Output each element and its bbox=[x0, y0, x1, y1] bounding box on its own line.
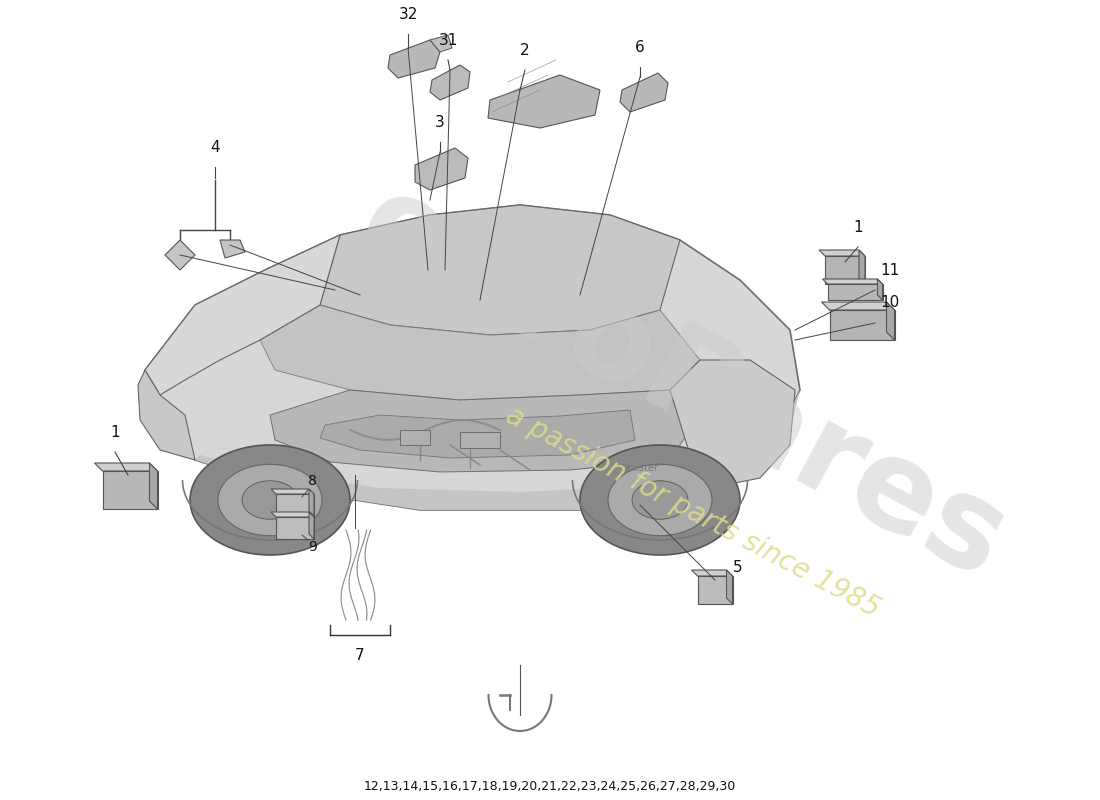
Polygon shape bbox=[430, 65, 470, 100]
Polygon shape bbox=[150, 463, 157, 509]
Text: 6: 6 bbox=[635, 40, 645, 55]
Ellipse shape bbox=[242, 481, 298, 519]
Polygon shape bbox=[195, 390, 800, 510]
Polygon shape bbox=[165, 240, 195, 270]
Polygon shape bbox=[145, 205, 800, 510]
Polygon shape bbox=[887, 302, 894, 340]
Polygon shape bbox=[823, 279, 882, 284]
Text: 12,13,14,15,16,17,18,19,20,21,22,23,24,25,26,27,28,29,30: 12,13,14,15,16,17,18,19,20,21,22,23,24,2… bbox=[364, 780, 736, 793]
Polygon shape bbox=[320, 410, 635, 458]
Polygon shape bbox=[859, 250, 865, 284]
Text: a passion for parts since 1985: a passion for parts since 1985 bbox=[502, 401, 884, 623]
Text: 8: 8 bbox=[308, 474, 317, 488]
Polygon shape bbox=[320, 205, 680, 335]
Polygon shape bbox=[827, 284, 882, 300]
Polygon shape bbox=[825, 256, 865, 284]
Polygon shape bbox=[271, 512, 314, 517]
Polygon shape bbox=[488, 75, 600, 128]
Polygon shape bbox=[271, 489, 314, 494]
Text: 9: 9 bbox=[308, 540, 317, 554]
Polygon shape bbox=[260, 305, 700, 400]
Ellipse shape bbox=[218, 464, 322, 536]
Text: euroPares: euroPares bbox=[338, 163, 1026, 605]
Polygon shape bbox=[670, 360, 795, 490]
Text: 1: 1 bbox=[854, 220, 862, 235]
Polygon shape bbox=[460, 432, 500, 448]
Polygon shape bbox=[829, 310, 894, 340]
Polygon shape bbox=[220, 240, 245, 258]
Text: 31: 31 bbox=[438, 33, 458, 48]
Text: 7: 7 bbox=[355, 648, 365, 663]
Polygon shape bbox=[400, 430, 430, 445]
Polygon shape bbox=[276, 517, 314, 539]
Polygon shape bbox=[820, 250, 865, 256]
Polygon shape bbox=[878, 279, 882, 300]
Text: 1: 1 bbox=[110, 425, 120, 440]
Polygon shape bbox=[102, 471, 157, 509]
Polygon shape bbox=[95, 463, 157, 471]
Polygon shape bbox=[138, 370, 195, 460]
Polygon shape bbox=[726, 570, 733, 604]
Ellipse shape bbox=[190, 445, 350, 555]
Polygon shape bbox=[309, 512, 313, 539]
Polygon shape bbox=[822, 302, 894, 310]
Text: 5: 5 bbox=[733, 560, 742, 575]
Polygon shape bbox=[697, 576, 733, 604]
Polygon shape bbox=[276, 494, 314, 516]
Polygon shape bbox=[145, 235, 340, 395]
Text: 3: 3 bbox=[436, 115, 444, 130]
Ellipse shape bbox=[632, 481, 688, 519]
Text: 10: 10 bbox=[880, 295, 900, 310]
Text: boxster: boxster bbox=[621, 463, 659, 473]
Text: 4: 4 bbox=[210, 140, 220, 155]
Ellipse shape bbox=[608, 464, 712, 536]
Polygon shape bbox=[415, 148, 468, 190]
Polygon shape bbox=[270, 390, 690, 472]
Polygon shape bbox=[692, 570, 733, 576]
Text: 32: 32 bbox=[398, 7, 418, 22]
Text: 11: 11 bbox=[880, 263, 900, 278]
Ellipse shape bbox=[580, 445, 740, 555]
Text: 2: 2 bbox=[520, 43, 530, 58]
Polygon shape bbox=[388, 40, 440, 78]
Polygon shape bbox=[309, 489, 313, 516]
Polygon shape bbox=[430, 35, 452, 52]
Polygon shape bbox=[620, 73, 668, 112]
